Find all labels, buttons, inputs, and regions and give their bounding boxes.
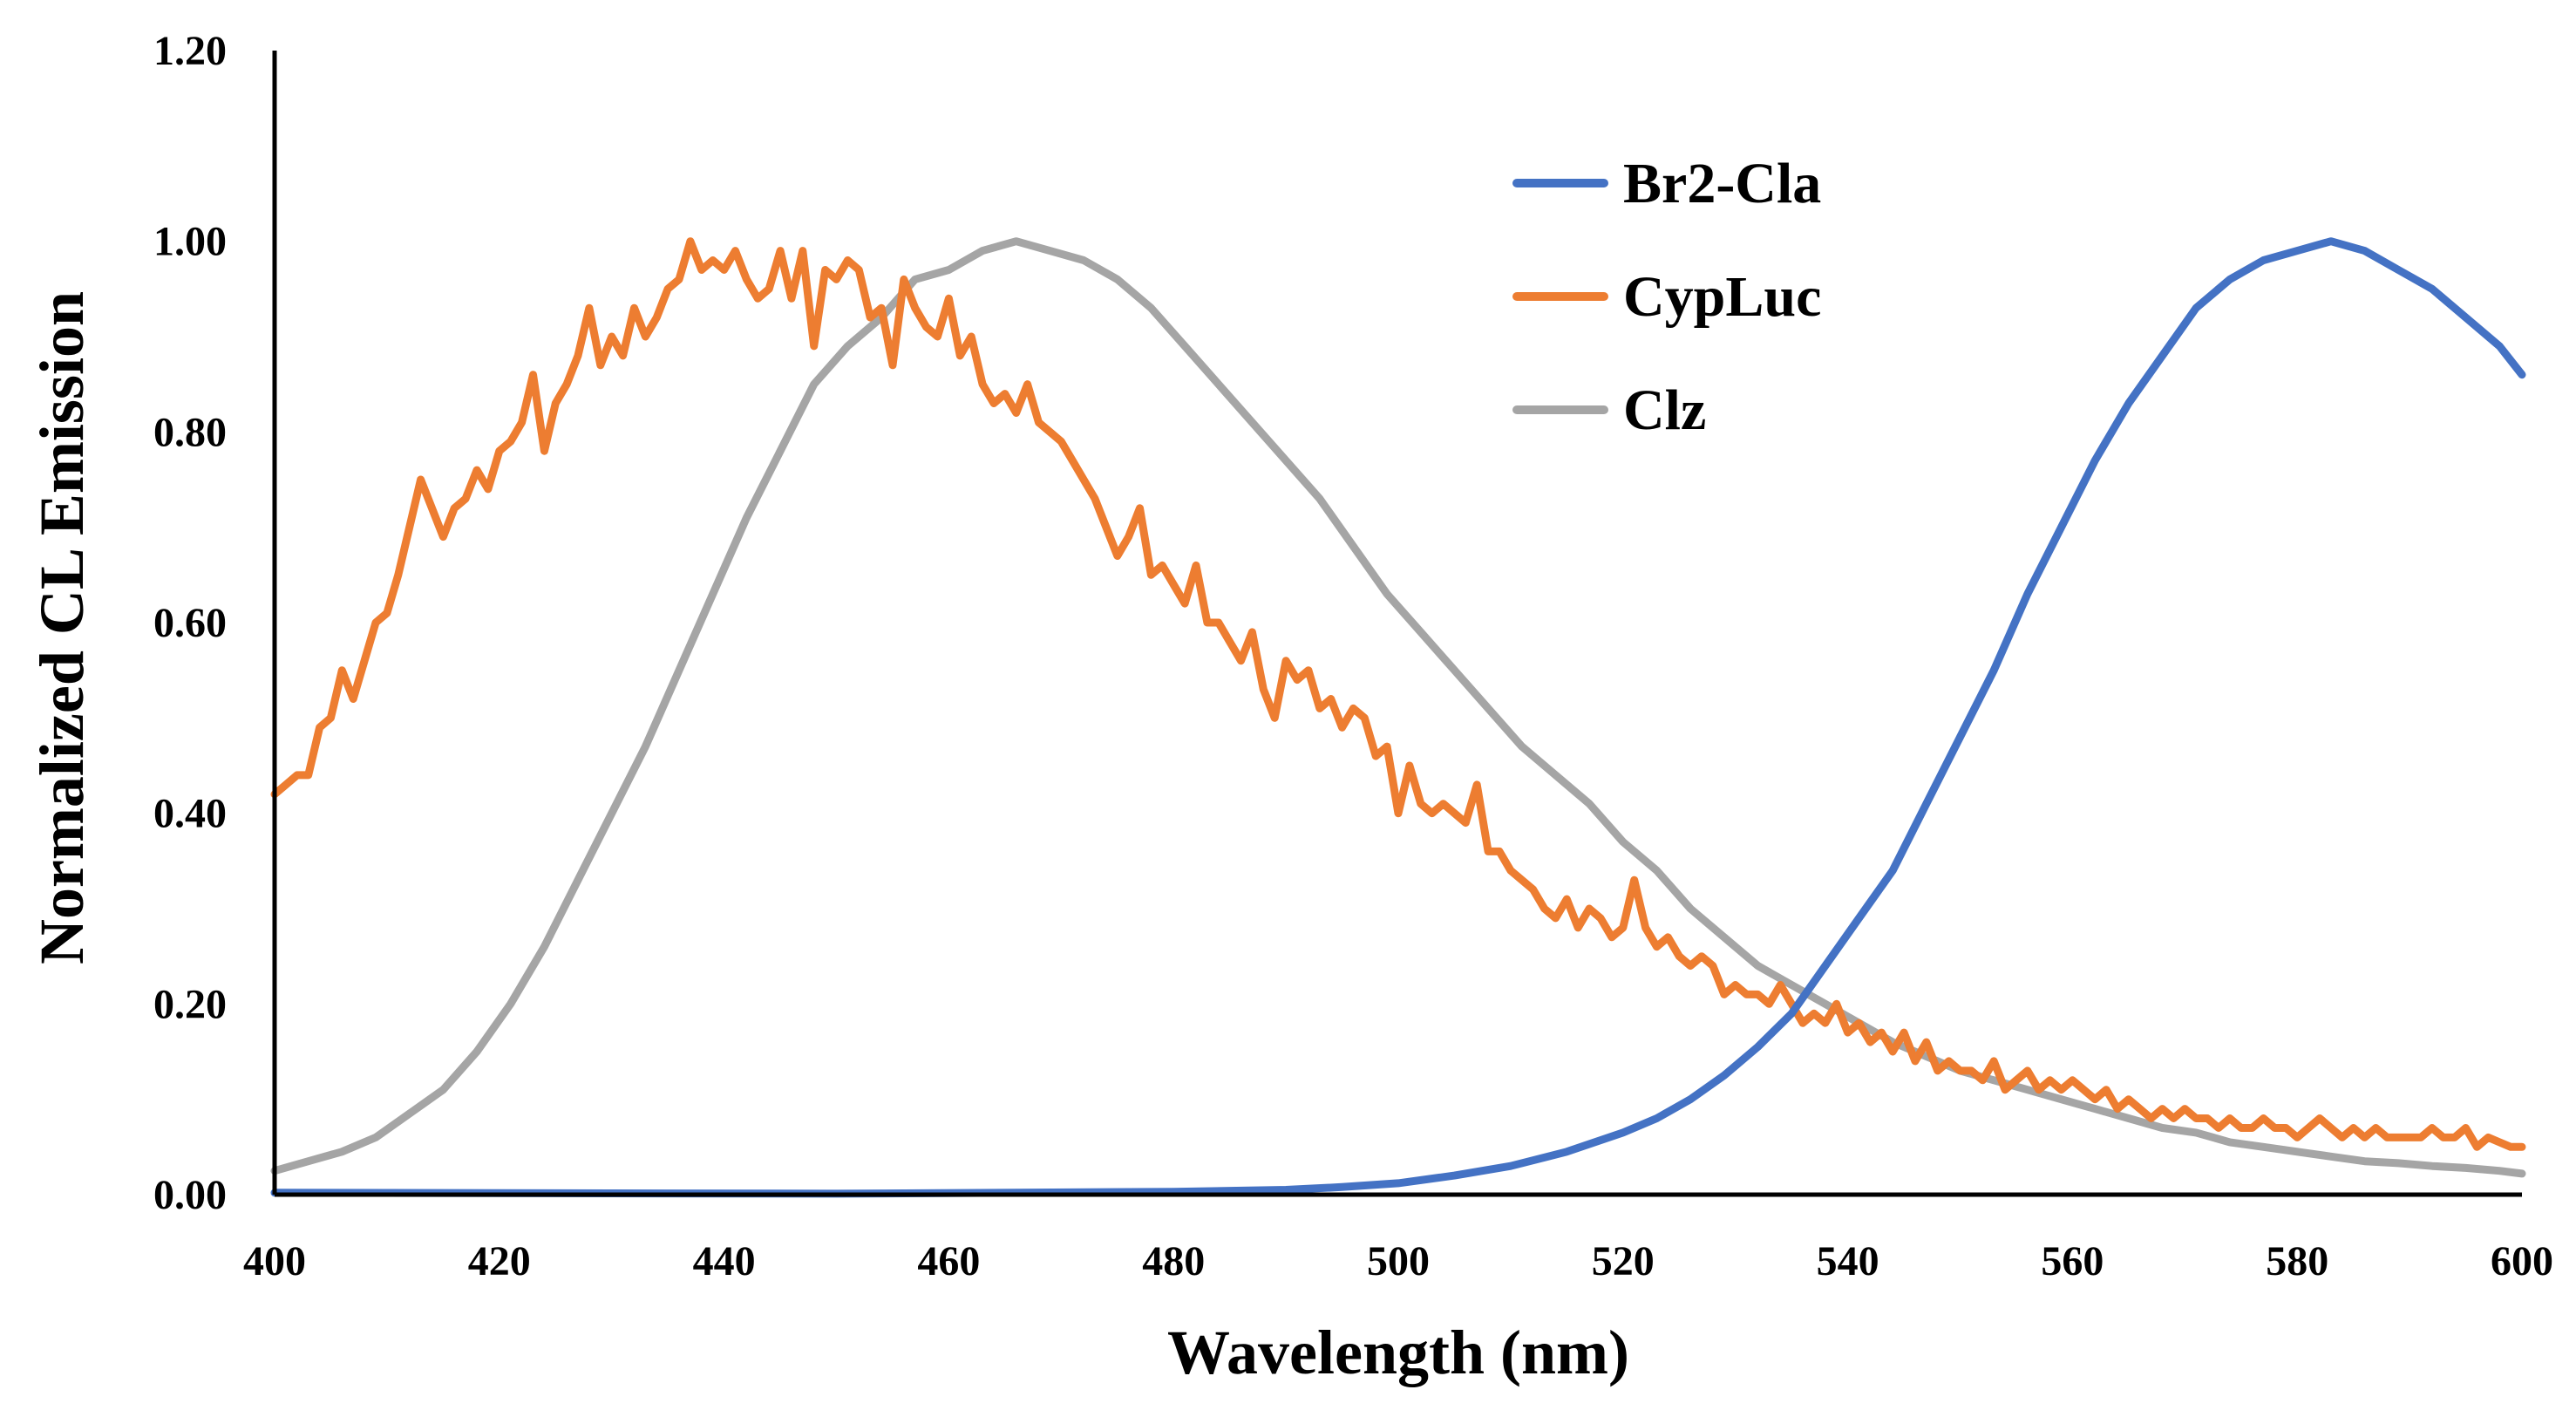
series-line-br2-cla xyxy=(270,237,2526,1198)
x-tick-label: 580 xyxy=(2266,1238,2328,1284)
y-tick-label: 0.40 xyxy=(153,791,227,837)
y-tick-labels: 0.00 0.20 0.40 0.60 0.80 1.00 1.20 xyxy=(153,28,227,1218)
legend-label-clz: Clz xyxy=(1623,378,1706,442)
series-line-clz xyxy=(270,237,2526,1178)
y-tick-label: 1.00 xyxy=(153,219,227,265)
y-tick-label: 0.60 xyxy=(153,600,227,646)
x-tick-label: 600 xyxy=(2491,1238,2553,1284)
x-tick-label: 480 xyxy=(1142,1238,1205,1284)
y-tick-label: 0.80 xyxy=(153,409,227,455)
x-tick-label: 560 xyxy=(2041,1238,2104,1284)
x-axis-title: Wavelength (nm) xyxy=(1167,1318,1629,1387)
y-axis-title: Normalized CL Emission xyxy=(27,291,97,964)
x-tick-labels: 400 420 440 460 480 500 520 540 560 580 600 xyxy=(243,1238,2553,1284)
x-tick-label: 540 xyxy=(1817,1238,1879,1284)
x-tick-label: 440 xyxy=(693,1238,756,1284)
x-tick-label: 420 xyxy=(468,1238,531,1284)
series-layer xyxy=(270,237,2526,1198)
legend: Br2-Cla CypLuc Clz xyxy=(1512,152,1821,442)
series-line-cypluc xyxy=(270,237,2526,1151)
y-tick-label: 1.20 xyxy=(153,28,227,74)
x-tick-label: 520 xyxy=(1592,1238,1655,1284)
x-tick-label: 460 xyxy=(917,1238,980,1284)
y-tick-label: 0.20 xyxy=(153,981,227,1027)
legend-label-br2-cla: Br2-Cla xyxy=(1623,152,1821,215)
axes-layer xyxy=(272,51,2522,1197)
x-tick-label: 500 xyxy=(1367,1238,1430,1284)
y-tick-label: 0.00 xyxy=(153,1172,227,1218)
legend-label-cypluc: CypLuc xyxy=(1623,265,1821,329)
x-tick-label: 400 xyxy=(243,1238,306,1284)
